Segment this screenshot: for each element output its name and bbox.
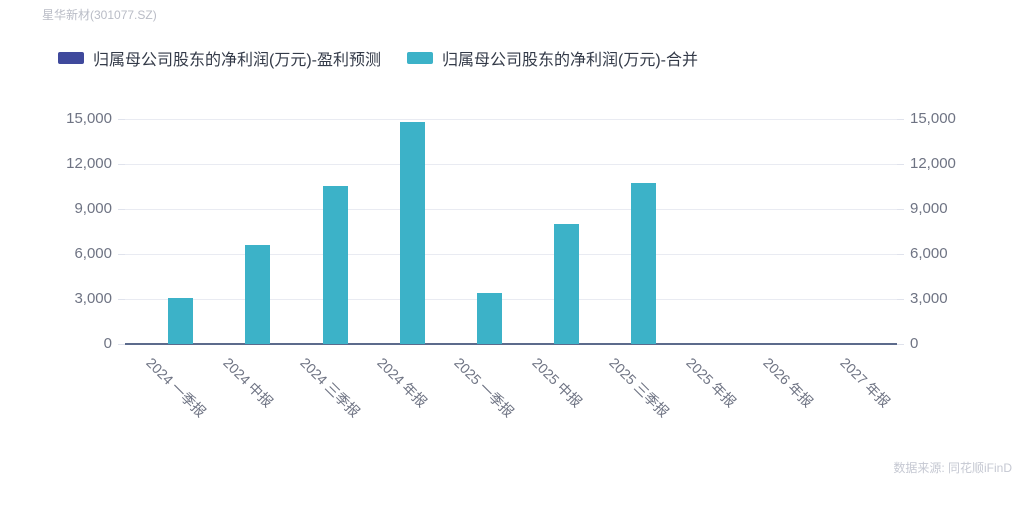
legend-label-forecast: 归属母公司股东的净利润(万元)-盈利预测 xyxy=(93,52,381,69)
tick-mark-left xyxy=(118,163,125,165)
plot-area: 0 0 3,000 3,000 6,000 6,000 9,000 9,000 12,000 12… xyxy=(66,110,956,420)
y-axis-label-right: 12,000 xyxy=(910,155,956,172)
y-axis-label-left: 9,000 xyxy=(74,200,112,217)
tick-mark-right xyxy=(897,208,904,210)
y-axis-label-left: 15,000 xyxy=(66,110,112,127)
tick-mark-right xyxy=(897,163,904,165)
legend-label-consolidated: 归属母公司股东的净利润(万元)-合并 xyxy=(442,52,698,69)
tick-mark-right xyxy=(897,118,904,120)
x-axis-line xyxy=(125,343,897,345)
legend-item-consolidated[interactable]: 归属母公司股东的净利润(万元)-合并 xyxy=(407,46,698,70)
tick-mark-right xyxy=(897,253,904,255)
x-axis-label: 2025 三季报 xyxy=(606,354,672,421)
x-axis-label: 2027 年报 xyxy=(837,354,894,411)
bar[interactable] xyxy=(322,185,348,344)
gridline xyxy=(125,163,897,165)
tick-mark-left xyxy=(118,253,125,255)
y-axis-label-left: 6,000 xyxy=(74,245,112,262)
x-axis-label: 2025 一季报 xyxy=(451,354,518,421)
tick-mark-left xyxy=(118,208,125,210)
y-axis-label-right: 3,000 xyxy=(910,290,948,307)
bar[interactable] xyxy=(399,122,425,344)
bar[interactable] xyxy=(554,224,580,344)
legend-marker-forecast xyxy=(58,52,84,64)
bar[interactable] xyxy=(168,297,194,344)
gridline xyxy=(125,253,897,255)
tick-mark-right xyxy=(897,298,904,300)
gridline xyxy=(125,118,897,120)
bar[interactable] xyxy=(631,182,657,344)
y-axis-label-right: 6,000 xyxy=(910,245,948,262)
legend: 归属母公司股东的净利润(万元)-盈利预测 归属母公司股东的净利润(万元)-合并 xyxy=(58,46,698,70)
x-axis-label: 2024 中报 xyxy=(220,354,276,411)
y-axis-label-left: 3,000 xyxy=(74,290,112,307)
y-axis-label-left: 12,000 xyxy=(66,155,112,172)
tick-mark-left xyxy=(118,298,125,300)
legend-marker-consolidated xyxy=(407,52,433,64)
gridline xyxy=(125,208,897,210)
y-axis-label-right: 0 xyxy=(910,335,919,352)
x-axis-label: 2024 年报 xyxy=(374,354,431,411)
y-axis-label-right: 9,000 xyxy=(910,200,948,217)
x-axis-label: 2026 年报 xyxy=(760,354,817,411)
bar[interactable] xyxy=(245,245,271,344)
x-axis-label: 2025 中报 xyxy=(528,354,585,411)
stock-label: 星华新材(301077.SZ) xyxy=(42,8,157,22)
y-axis-label-right: 15,000 xyxy=(910,110,956,127)
tick-mark-right xyxy=(897,343,904,345)
gridline xyxy=(125,298,897,300)
bar[interactable] xyxy=(476,293,502,344)
x-axis-label: 2024 三季报 xyxy=(297,354,364,421)
tick-mark-left xyxy=(118,343,125,345)
x-axis-label: 2024 一季报 xyxy=(142,354,209,421)
legend-item-forecast[interactable]: 归属母公司股东的净利润(万元)-盈利预测 xyxy=(58,46,381,70)
source-label: 数据来源: 同花顺iFinD xyxy=(893,461,1012,475)
x-axis-label: 2025 年报 xyxy=(683,354,740,411)
tick-mark-left xyxy=(118,118,125,120)
y-axis-label-left: 0 xyxy=(103,335,112,352)
